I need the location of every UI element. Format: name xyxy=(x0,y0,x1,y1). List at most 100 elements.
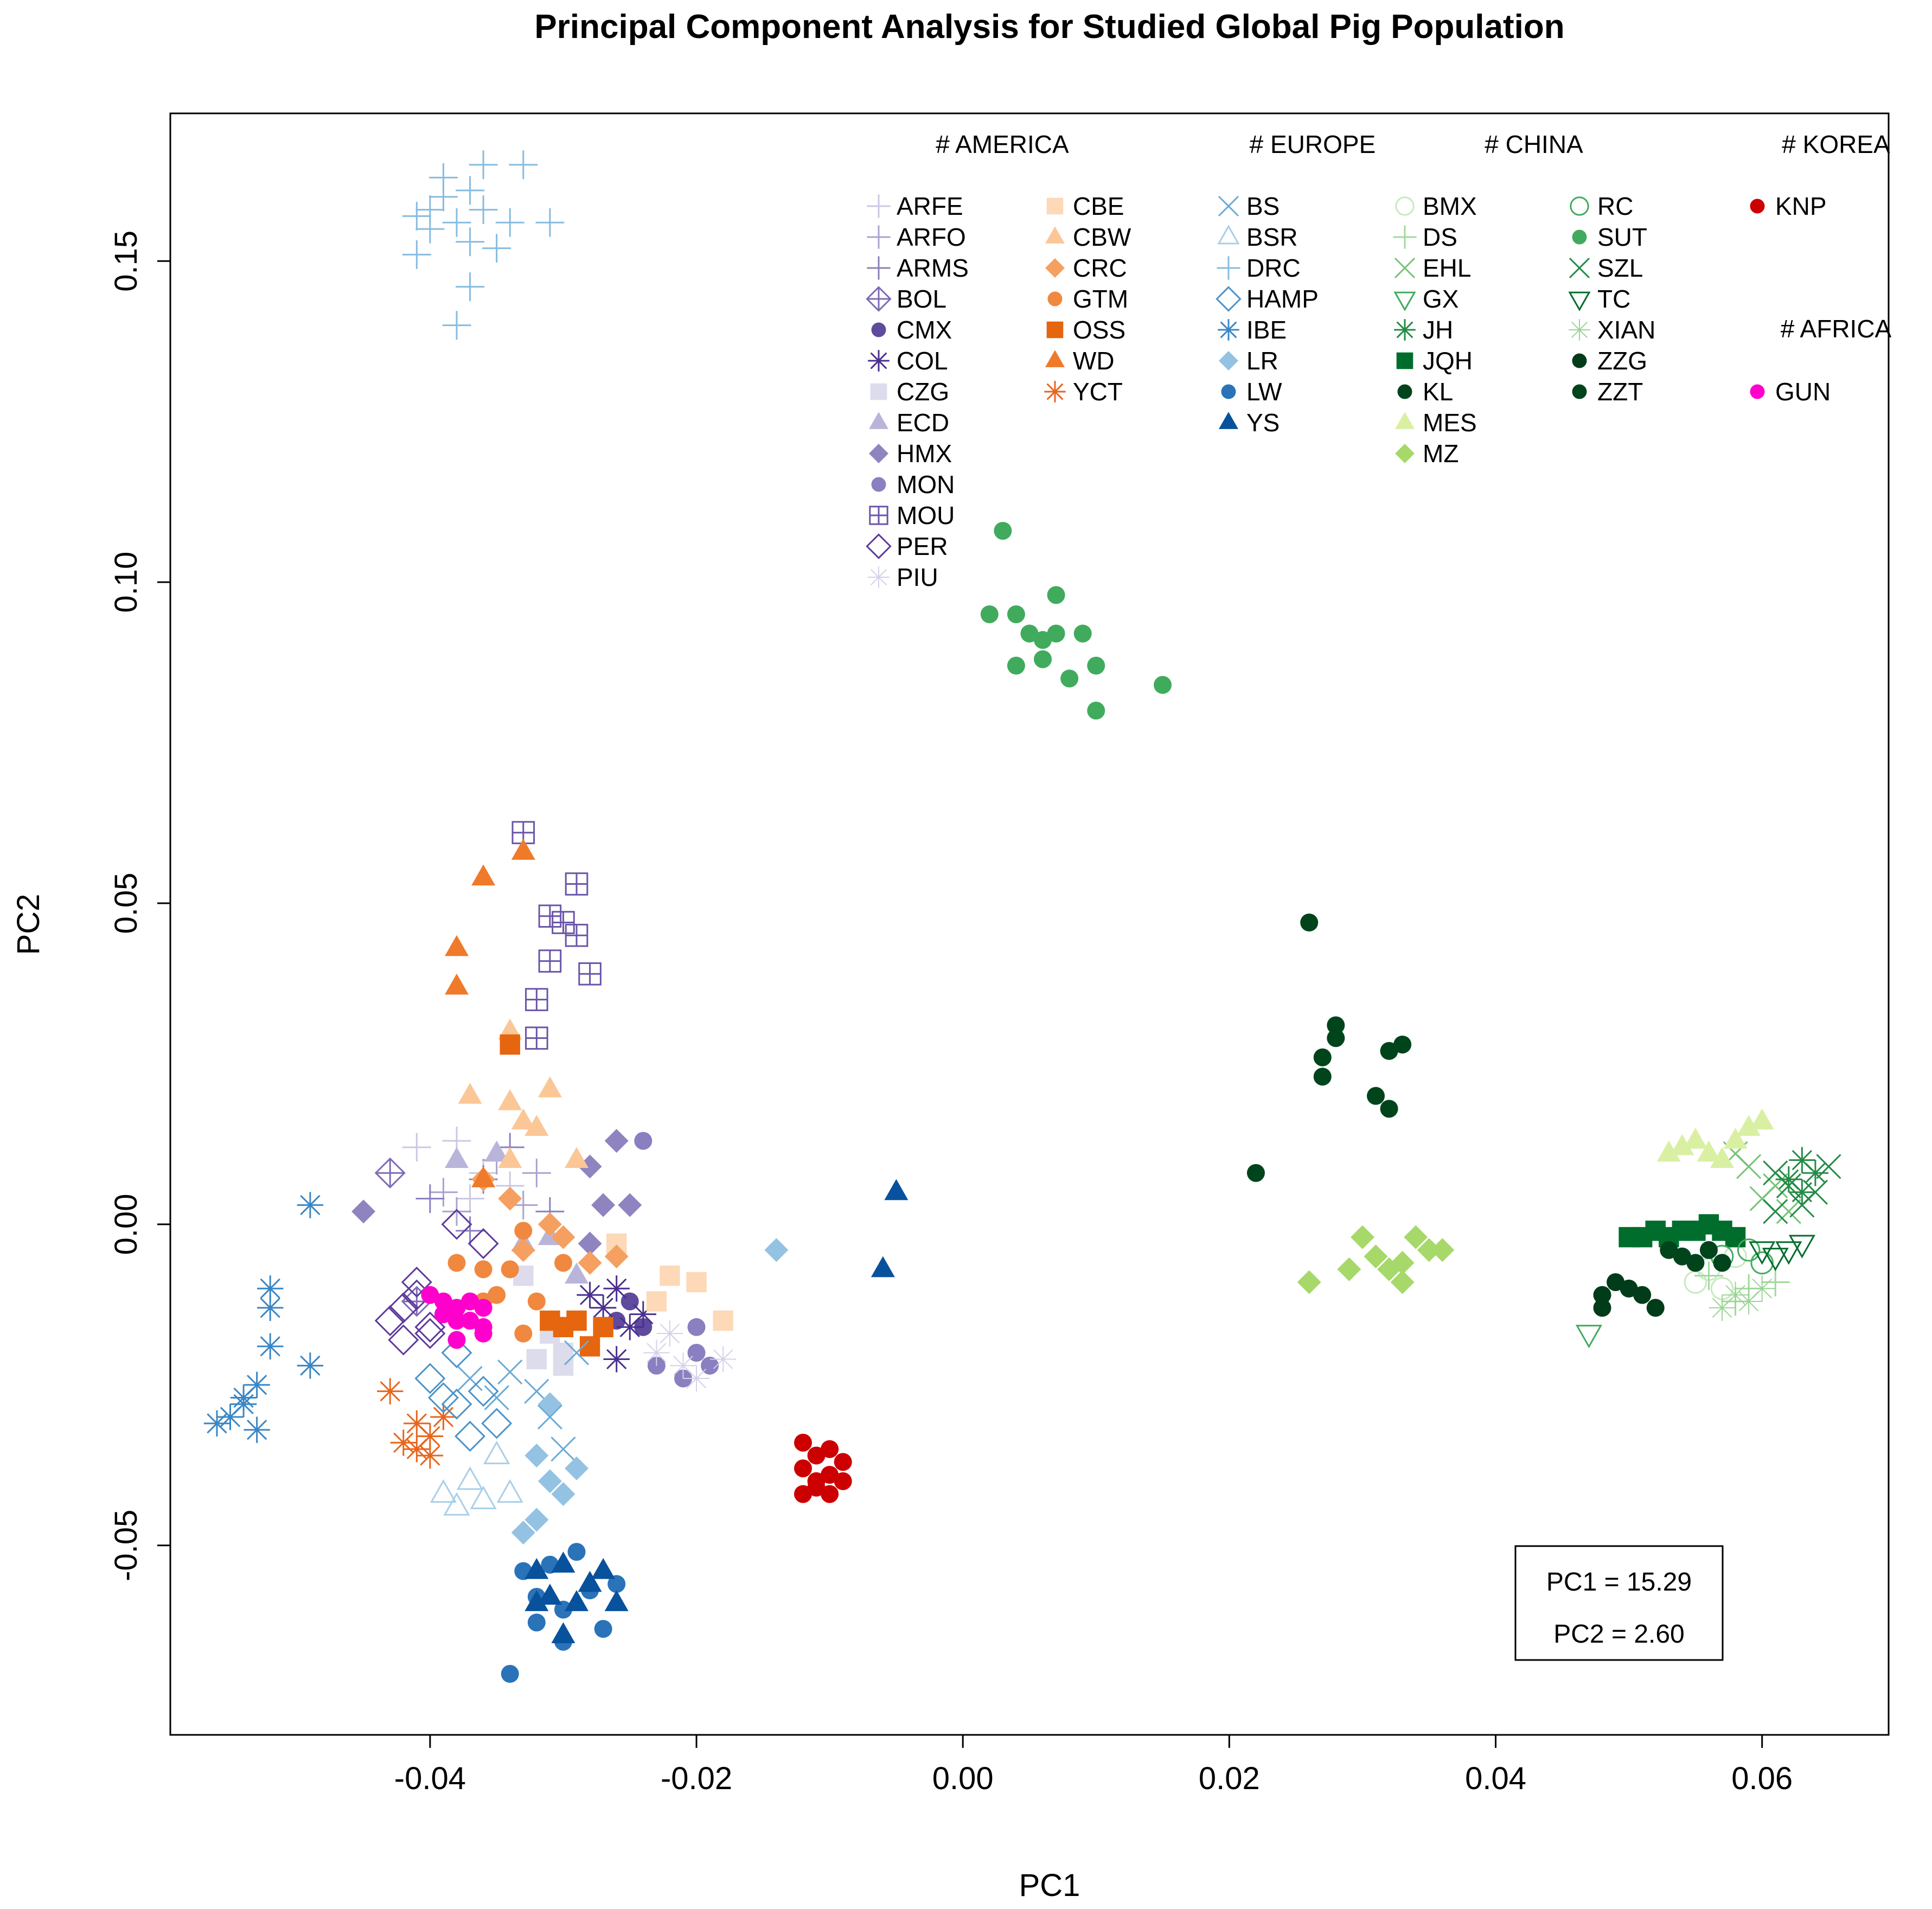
point-szl xyxy=(1816,1154,1841,1179)
legend-label-xian: XIAN xyxy=(1597,316,1655,344)
point-mes xyxy=(1737,1115,1761,1136)
point-kl xyxy=(1246,1164,1265,1182)
point-per xyxy=(388,1324,419,1356)
point-mz xyxy=(1404,1225,1428,1249)
legend-label-zzg: ZZG xyxy=(1597,347,1647,375)
point-bol xyxy=(374,1157,406,1189)
point-zzt xyxy=(1699,1241,1718,1259)
legend-label-ecd: ECD xyxy=(897,408,949,437)
point-lr xyxy=(551,1482,575,1506)
legend-group-header: # EUROPE xyxy=(1250,130,1376,158)
point-kl xyxy=(1367,1087,1385,1105)
point-czg xyxy=(526,1349,547,1370)
legend-group-header: # CHINA xyxy=(1485,130,1583,158)
legend-label-bsr: BSR xyxy=(1246,223,1298,251)
legend-marker-mon xyxy=(871,477,886,492)
series-hamp xyxy=(414,1337,513,1452)
point-knp xyxy=(807,1478,826,1497)
point-jqh xyxy=(1725,1227,1746,1248)
point-cbw xyxy=(498,1147,522,1169)
point-zzg xyxy=(1593,1286,1611,1304)
point-sut xyxy=(1087,656,1105,675)
point-gtm xyxy=(501,1260,519,1279)
point-hamp xyxy=(427,1382,459,1414)
y-axis-label: PC2 xyxy=(11,894,46,955)
point-sut xyxy=(1087,701,1105,720)
point-col xyxy=(603,1346,630,1372)
legend-label-mz: MZ xyxy=(1423,439,1458,468)
point-knp xyxy=(794,1459,813,1478)
point-wd xyxy=(471,864,496,886)
point-yct xyxy=(417,1442,444,1469)
pc1-variance: PC1 = 15.29 xyxy=(1546,1568,1692,1597)
legend-marker-gx xyxy=(1393,291,1416,311)
point-wd xyxy=(445,973,469,995)
point-zzg xyxy=(1593,1299,1611,1317)
legend-marker-wd xyxy=(1045,350,1065,367)
point-arfo xyxy=(429,1178,458,1207)
point-ds xyxy=(1761,1268,1790,1297)
point-lw xyxy=(594,1620,612,1638)
series-tc xyxy=(1749,1235,1815,1272)
series-drc xyxy=(402,150,565,340)
point-wd xyxy=(471,1166,496,1187)
point-knp xyxy=(807,1446,826,1465)
point-kl xyxy=(1313,1068,1332,1086)
legend-label-czg: CZG xyxy=(897,378,949,406)
point-sut xyxy=(1020,624,1039,643)
point-lr xyxy=(538,1469,562,1493)
point-per xyxy=(374,1305,406,1336)
series-mz xyxy=(1297,1225,1455,1294)
point-drc xyxy=(456,176,484,205)
x-axis-label: PC1 xyxy=(1019,1868,1080,1903)
point-bs xyxy=(537,1404,562,1430)
point-sut xyxy=(1007,656,1025,675)
series-piu xyxy=(643,1320,737,1392)
legend-marker-arfe xyxy=(867,194,891,218)
legend-marker-ehl xyxy=(1394,257,1416,279)
point-kl xyxy=(1313,1048,1332,1067)
legend-marker-kl xyxy=(1397,384,1412,399)
legend-label-cbe: CBE xyxy=(1073,192,1124,220)
point-zzg xyxy=(1633,1286,1652,1304)
point-ibe xyxy=(297,1192,324,1218)
point-rc xyxy=(1737,1238,1761,1262)
point-bs xyxy=(457,1365,483,1391)
point-arms xyxy=(415,1184,445,1213)
variance-box: PC1 = 15.29 PC2 = 2.60 xyxy=(1514,1545,1724,1661)
point-per xyxy=(401,1266,432,1298)
point-lr xyxy=(524,1508,549,1532)
point-sut xyxy=(1034,631,1052,649)
point-sut xyxy=(1034,650,1052,668)
point-drc xyxy=(442,208,471,237)
legend-label-yct: YCT xyxy=(1073,378,1123,406)
legend-group-header: # KOREA xyxy=(1782,130,1890,158)
legend-marker-col xyxy=(868,350,890,372)
point-crc xyxy=(511,1238,535,1262)
point-knp xyxy=(834,1453,852,1471)
point-arfo xyxy=(522,1158,551,1187)
point-gtm xyxy=(514,1222,533,1240)
x-tick-label: 0.04 xyxy=(1465,1761,1526,1796)
point-drc xyxy=(456,227,484,257)
point-ys xyxy=(871,1256,895,1278)
series-xian xyxy=(1709,1275,1775,1321)
point-bs xyxy=(497,1359,523,1385)
point-cbw xyxy=(565,1147,589,1169)
point-cbw xyxy=(458,1082,482,1104)
series-hmx xyxy=(351,1129,642,1256)
legend-label-knp: KNP xyxy=(1775,192,1827,220)
series-gun xyxy=(421,1286,492,1349)
point-drc xyxy=(415,195,445,224)
point-mon xyxy=(687,1318,706,1336)
point-gun xyxy=(447,1311,466,1330)
legend-label-piu: PIU xyxy=(897,563,938,591)
point-mz xyxy=(1364,1244,1388,1269)
legend-marker-jqh xyxy=(1396,352,1413,369)
series-bs xyxy=(457,1340,590,1462)
point-tc xyxy=(1788,1235,1815,1259)
series-zzt xyxy=(1660,1241,1731,1272)
point-col xyxy=(577,1281,603,1308)
series-knp xyxy=(794,1433,852,1503)
point-ys xyxy=(565,1590,589,1611)
